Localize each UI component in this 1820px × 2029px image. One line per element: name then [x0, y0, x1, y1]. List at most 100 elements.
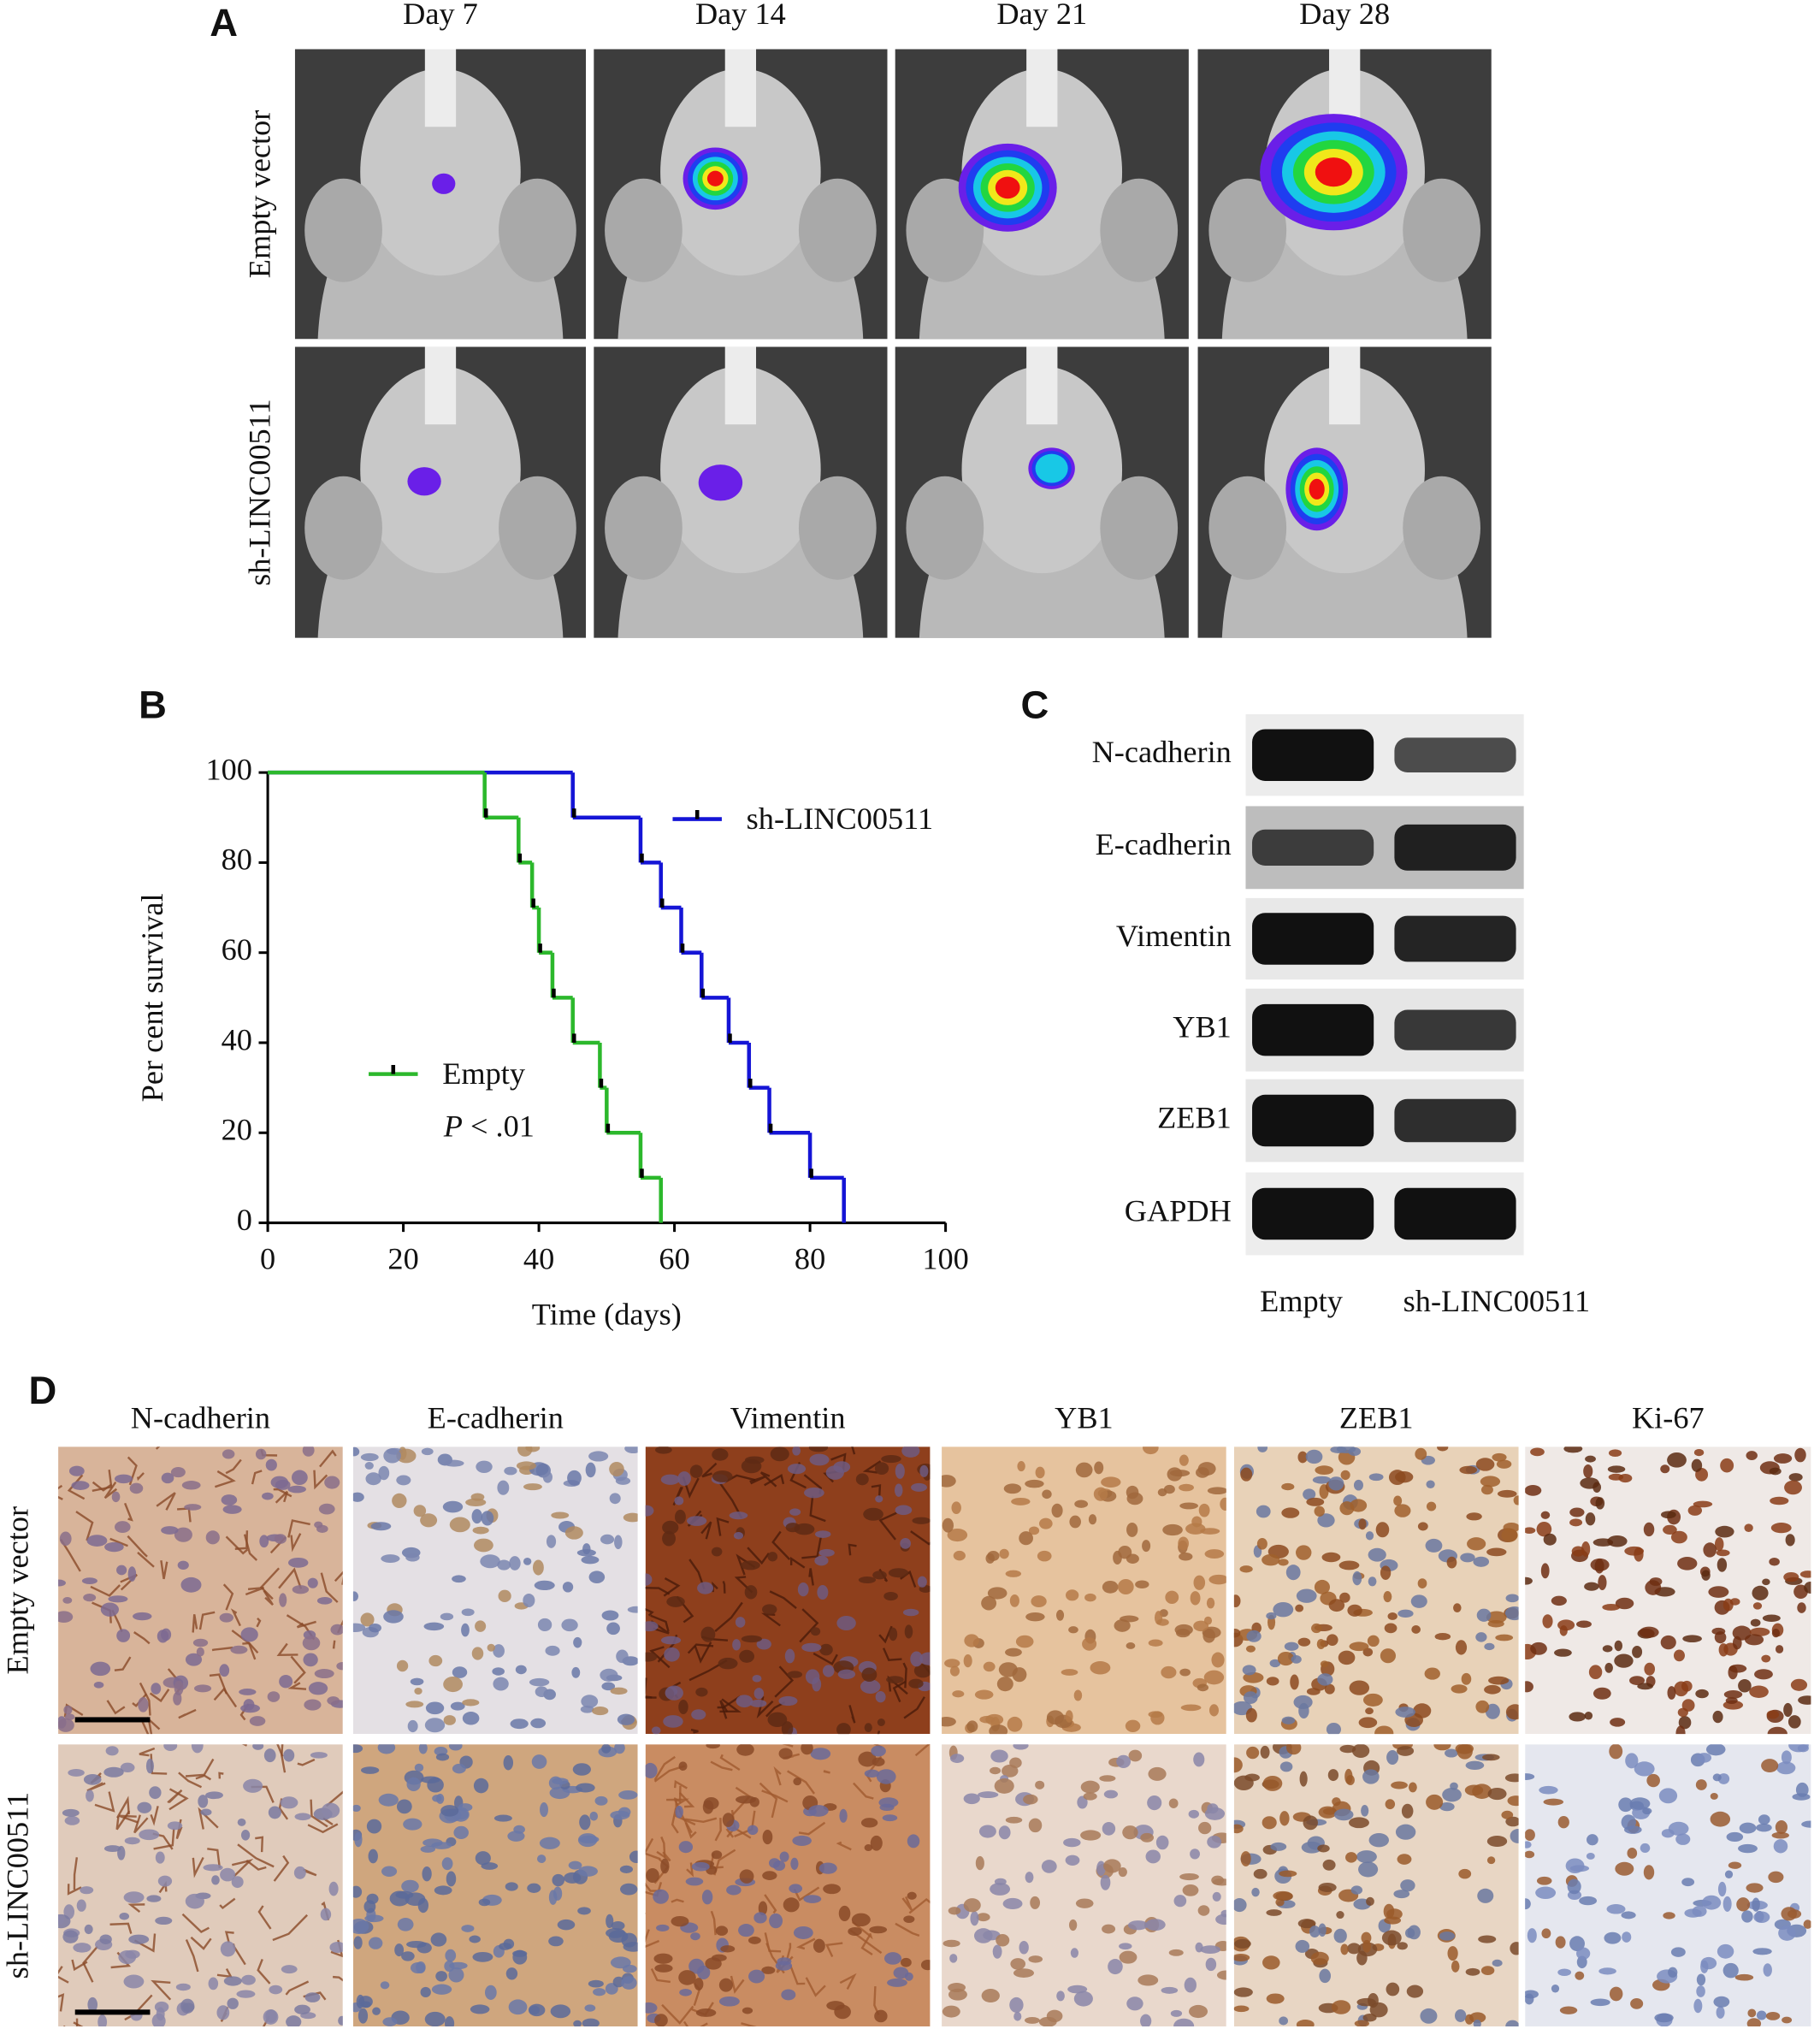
nucleus [318, 1503, 335, 1515]
nucleus [1025, 1479, 1044, 1488]
nucleus [1393, 1495, 1403, 1506]
nucleus [579, 1814, 591, 1831]
nucleus [530, 1718, 547, 1729]
membrane-stain [67, 1884, 82, 1896]
membrane-stain [58, 1966, 69, 1984]
membrane-stain [714, 1601, 743, 1632]
nucleus [1145, 1919, 1166, 1931]
nucleus [901, 1957, 912, 1967]
nucleus [1551, 1595, 1567, 1606]
nucleus [1277, 1651, 1295, 1666]
membrane-stain [671, 1898, 684, 1903]
nucleus [1273, 1601, 1294, 1618]
nucleus [1525, 1681, 1533, 1693]
nucleus [858, 1751, 877, 1767]
nucleus [1189, 2004, 1208, 2019]
nucleus [1770, 1523, 1792, 1534]
nucleus [161, 1526, 179, 1535]
nucleus [1668, 1967, 1678, 1978]
nucleus [1220, 1497, 1226, 1511]
nucleus [1660, 1464, 1670, 1474]
nucleus [564, 1872, 582, 1884]
nucleus [1451, 1684, 1468, 1694]
nucleus [812, 1938, 825, 1953]
nucleus [1758, 1814, 1770, 1825]
nucleus [368, 1937, 383, 1949]
nucleus [1391, 1781, 1408, 1789]
nucleus [1799, 1571, 1811, 1578]
nucleus [1009, 1594, 1019, 1607]
nucleus [1200, 1945, 1220, 1954]
nucleus [1426, 1501, 1437, 1511]
nucleus [1424, 1667, 1440, 1680]
nucleus [1433, 1744, 1451, 1751]
nucleus [1425, 1538, 1443, 1553]
nucleus [1339, 1501, 1355, 1516]
nucleus [978, 1791, 999, 1799]
nucleus [222, 1449, 235, 1459]
nucleus [718, 1996, 740, 2007]
nose-cone [424, 346, 457, 425]
nucleus [1285, 1744, 1302, 1755]
nucleus [1525, 1829, 1535, 1842]
nucleus [858, 1576, 877, 1583]
nucleus [1099, 1775, 1116, 1782]
nucleus [695, 2008, 717, 2017]
nucleus [1625, 1753, 1639, 1769]
nucleus [981, 1595, 997, 1611]
nucleus [1587, 1834, 1598, 1846]
nucleus [1385, 1799, 1396, 1810]
nucleus [1311, 1623, 1322, 1634]
membrane-stain [710, 1760, 733, 1772]
nucleus [516, 1461, 536, 1470]
nucleus [116, 1565, 127, 1576]
nucleus [452, 1666, 468, 1678]
nucleus [1037, 1550, 1052, 1562]
nucleus [601, 1682, 616, 1691]
nucleus [1220, 1909, 1226, 1918]
nucleus [739, 1649, 755, 1663]
nucleus [990, 1749, 1008, 1763]
nucleus [177, 1560, 189, 1570]
nucleus [793, 1925, 813, 1939]
nucleus [1127, 1920, 1149, 1931]
membrane-stain [190, 1936, 212, 1950]
nucleus [860, 1818, 878, 1828]
nucleus [1728, 1861, 1742, 1869]
nucleus [1205, 1957, 1217, 1972]
nucleus [817, 1584, 829, 1600]
nucleus [581, 1555, 600, 1565]
nucleus [360, 1766, 380, 1774]
nucleus [1747, 2008, 1757, 2018]
nucleus [1279, 1761, 1293, 1772]
nucleus [793, 1777, 802, 1786]
nucleus [621, 1976, 637, 1990]
nucleus [700, 1626, 716, 1642]
nucleus [1595, 1497, 1605, 1510]
nucleus [1306, 1688, 1321, 1695]
membrane-stain [714, 1818, 722, 1842]
mouse-ear [1100, 476, 1179, 580]
nucleus [1024, 2016, 1040, 2024]
nucleus [691, 1861, 710, 1872]
nucleus [1198, 1821, 1212, 1835]
membrane-stain [895, 1922, 920, 1937]
nucleus [304, 1699, 322, 1711]
nucleus [1590, 1998, 1610, 2007]
nucleus [1065, 1854, 1080, 1866]
nucleus [444, 1459, 464, 1467]
membrane-stain [862, 1460, 882, 1474]
nucleus [871, 1745, 886, 1757]
nucleus [1801, 1820, 1811, 1828]
nucleus [616, 1649, 629, 1664]
signal-blob [698, 464, 743, 501]
nucleus [203, 1864, 223, 1872]
membrane-stain [320, 1572, 339, 1603]
nucleus [1234, 1938, 1251, 1949]
nucleus [1108, 1959, 1123, 1975]
nucleus [720, 1945, 736, 1953]
x-axis-title: Time (days) [532, 1297, 682, 1331]
membrane-stain [58, 1484, 63, 1500]
nucleus [836, 1723, 851, 1735]
nucleus [100, 1602, 119, 1617]
